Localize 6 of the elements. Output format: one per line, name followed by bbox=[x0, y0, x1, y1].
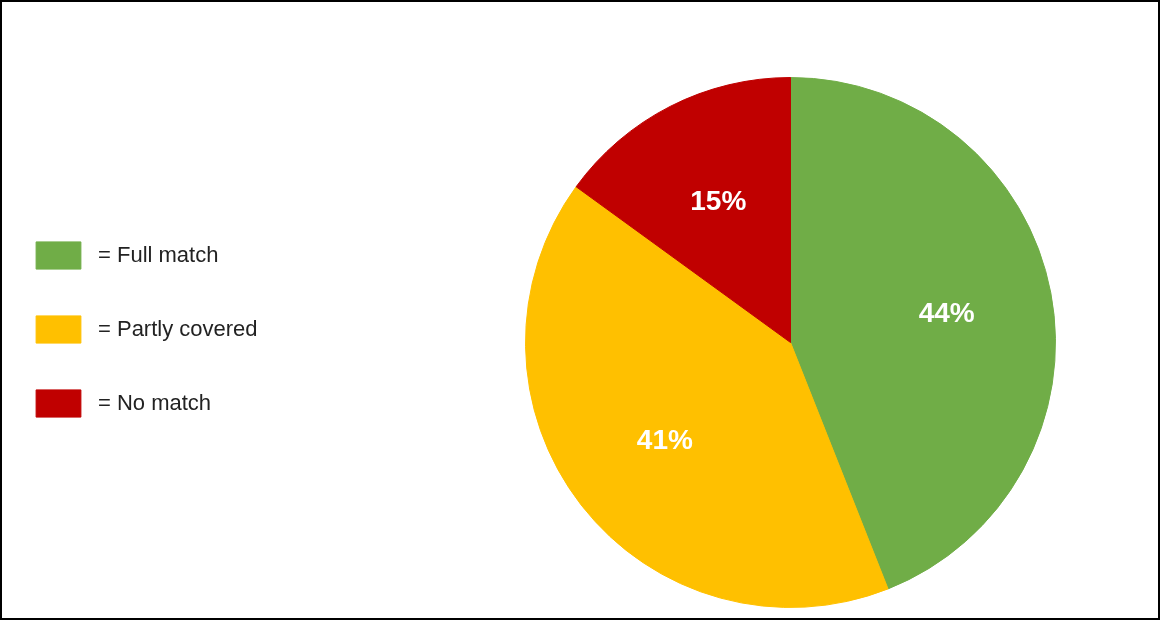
legend-label: = Partly covered bbox=[98, 316, 258, 342]
data-label: 15% bbox=[690, 185, 747, 217]
data-label: 41% bbox=[636, 424, 693, 456]
legend-label: = No match bbox=[98, 390, 212, 416]
legend-label: = Full match bbox=[98, 242, 219, 268]
data-label: 44% bbox=[918, 297, 975, 329]
